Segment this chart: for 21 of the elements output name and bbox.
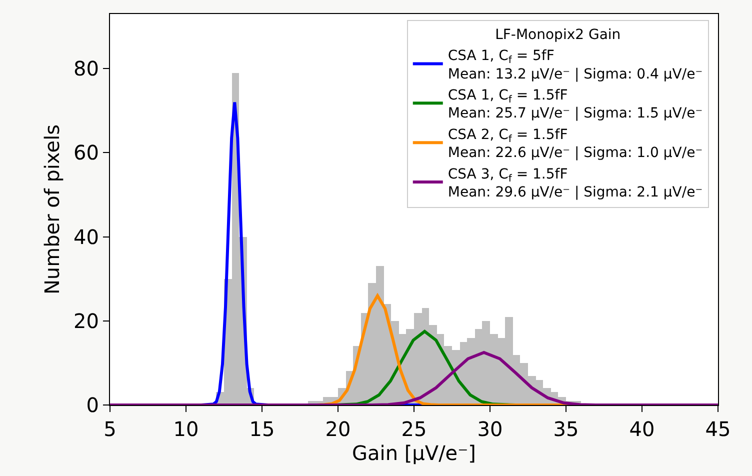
legend-label: CSA 3, C$_{f}$ = 1.5fF Mean: 29.6 µV/e⁻ | Sigma: 2.1 µV/e⁻ (448, 166, 703, 201)
y-tick-label: 20 (74, 308, 99, 333)
legend-label: CSA 2, C$_{f}$ = 1.5fF Mean: 22.6 µV/e⁻ | Sigma: 1.0 µV/e⁻ (448, 126, 703, 162)
x-tick-label: 40 (629, 417, 655, 441)
y-tick-label: 40 (74, 224, 99, 249)
legend-title: LF-Monopix2 Gain (495, 27, 621, 44)
x-tick-label: 30 (477, 417, 503, 441)
x-tick-label: 35 (553, 417, 579, 441)
x-tick-label: 5 (104, 417, 116, 441)
y-tick-label: 60 (74, 140, 99, 165)
x-tick-label: 20 (325, 417, 351, 441)
y-tick-label: 0 (86, 393, 99, 417)
legend-label: CSA 1, C$_{f}$ = 5fF Mean: 13.2 µV/e⁻ | Sigma: 0.4 µV/e⁻ (448, 48, 703, 82)
x-tick-label: 45 (705, 417, 731, 441)
x-tick-label: 15 (249, 417, 275, 441)
legend-label: CSA 1, C$_{f}$ = 1.5fF Mean: 25.7 µV/e⁻ | Sigma: 1.5 µV/e⁻ (448, 88, 703, 122)
y-tick-label: 80 (74, 56, 99, 81)
x-axis-title: Gain [µV/e⁻] (352, 441, 476, 465)
x-tick-label: 25 (401, 417, 427, 441)
y-axis-title: Number of pixels (40, 124, 64, 295)
x-tick-label: 10 (173, 417, 199, 441)
